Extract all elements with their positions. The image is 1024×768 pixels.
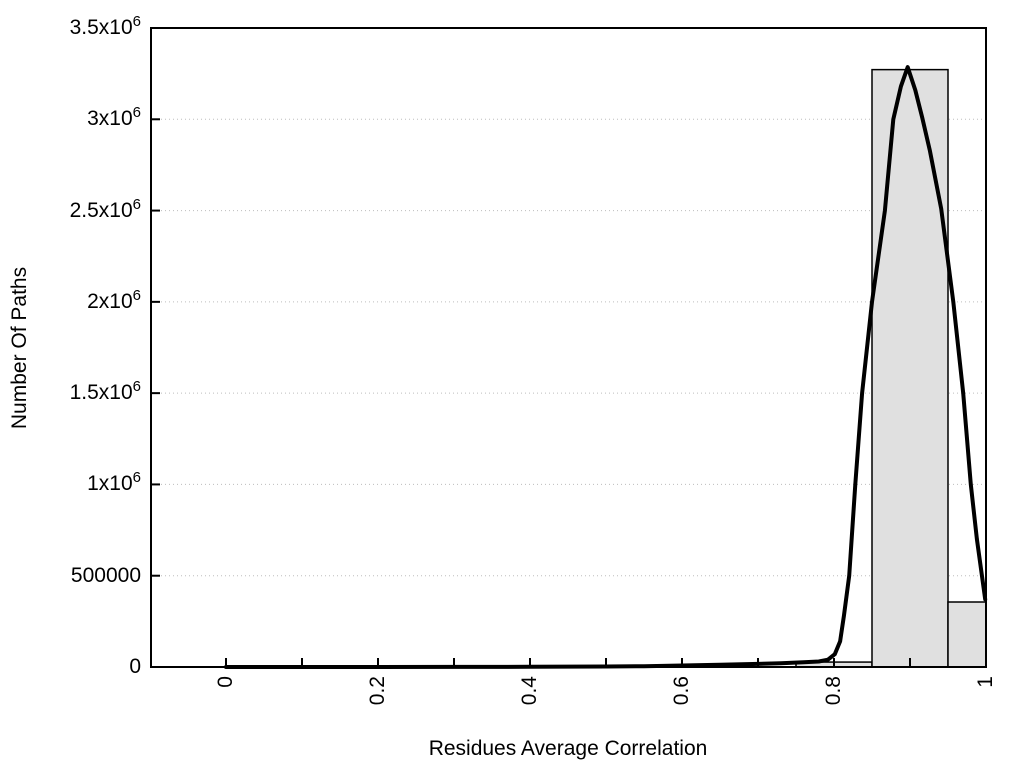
y-tick-label: 1x106 [87,469,141,497]
y-tick-text: 0 [129,655,141,678]
y-tick-text: 2x10 [87,290,133,313]
y-tick-label: 2.5x106 [69,196,141,224]
y-tick-label: 3.5x106 [69,13,141,41]
y-tick-text: 3x10 [87,107,133,130]
x-tick-label: 1 [974,676,997,688]
x-tick-label: 0.6 [670,676,693,706]
y-tick-exponent: 6 [132,13,141,30]
y-axis-title: Number Of Paths [8,266,31,430]
axis-frame [150,27,987,668]
y-tick-exponent: 6 [132,378,141,395]
x-tick-label: 0.8 [822,676,845,706]
x-tick-label: 0 [214,676,237,688]
y-tick-label: 500000 [71,563,141,589]
y-tick-label: 0 [129,654,141,680]
histogram-bar [871,68,949,668]
y-tick-text: 3.5x10 [69,16,133,39]
y-tick-text: 1.5x10 [69,381,133,404]
y-tick-exponent: 6 [132,469,141,486]
y-tick-label: 1.5x106 [69,378,141,406]
y-tick-label: 3x106 [87,104,141,132]
x-axis-title: Residues Average Correlation [428,737,708,760]
y-tick-text: 1x10 [87,472,133,495]
y-tick-label: 2x106 [87,287,141,315]
y-tick-text: 500000 [70,564,141,587]
histogram-bar [947,601,987,668]
y-tick-exponent: 6 [132,287,141,304]
x-tick-label: 0.4 [518,676,541,706]
x-tick-label: 0.2 [366,676,389,706]
y-tick-exponent: 6 [132,196,141,213]
y-tick-text: 2.5x10 [69,199,133,222]
y-tick-exponent: 6 [132,104,141,121]
